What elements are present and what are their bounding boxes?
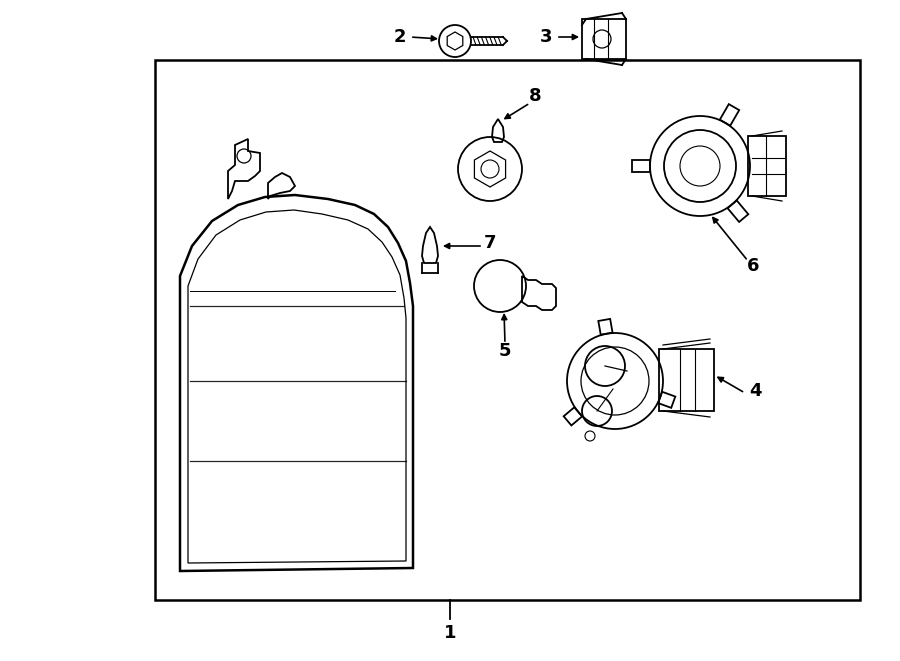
Text: 6: 6 bbox=[747, 257, 760, 275]
Text: 7: 7 bbox=[484, 234, 496, 252]
Text: 1: 1 bbox=[444, 624, 456, 642]
Text: 8: 8 bbox=[528, 87, 541, 105]
Text: 5: 5 bbox=[499, 342, 511, 360]
Text: 3: 3 bbox=[540, 28, 553, 46]
Text: 2: 2 bbox=[394, 28, 406, 46]
Bar bbox=[155, 60, 860, 600]
Text: 4: 4 bbox=[749, 382, 761, 400]
